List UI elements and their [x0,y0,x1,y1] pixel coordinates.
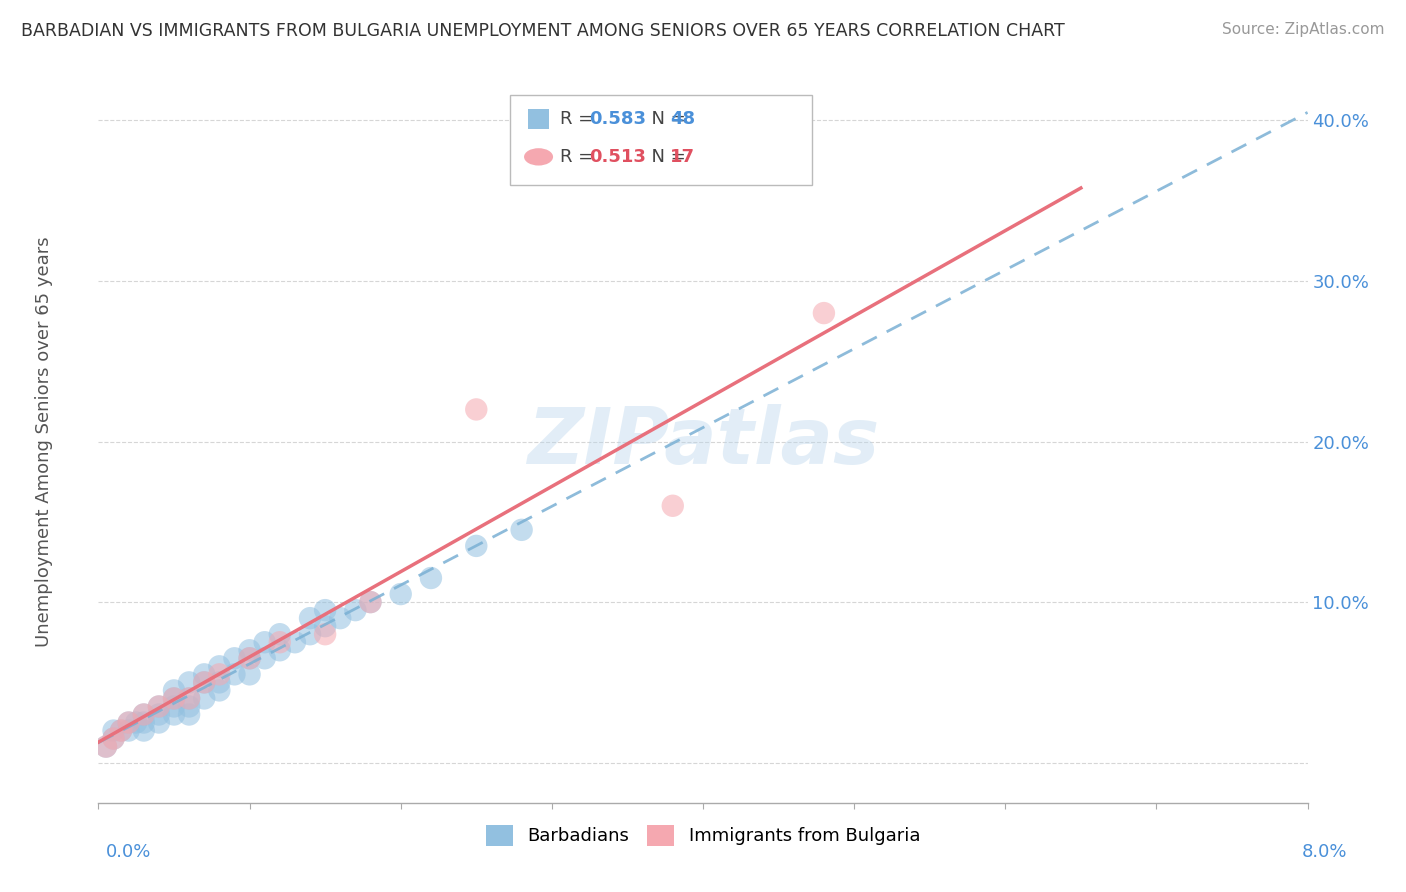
Point [125,715,148,730]
Point [284,635,307,649]
Point [132,707,155,722]
Point [299,627,322,641]
Point [163,683,186,698]
Point [179,691,201,706]
Point [360,595,382,609]
Circle shape [524,148,553,166]
Point [208,683,231,698]
Point [132,723,155,738]
Point [420,571,443,585]
Point [224,651,246,665]
Text: 0.0%: 0.0% [105,843,150,861]
Point [813,306,835,320]
Point [465,539,488,553]
Point [389,587,412,601]
Point [148,699,170,714]
Point [253,651,276,665]
Point [510,523,533,537]
Point [314,603,336,617]
Point [208,667,231,681]
Point [163,691,186,706]
Point [103,731,125,746]
Point [118,723,141,738]
Text: N =: N = [640,148,692,166]
Point [148,699,170,714]
Bar [527,109,550,129]
Point [193,667,215,681]
Point [163,691,186,706]
Point [179,691,201,706]
Point [103,723,125,738]
Point [239,643,262,657]
Point [224,667,246,681]
Point [314,619,336,633]
Point [94,739,117,754]
Text: R =: R = [561,110,599,128]
Point [253,635,276,649]
Point [661,499,683,513]
Point [110,723,132,738]
Point [179,699,201,714]
Point [193,675,215,690]
Text: Unemployment Among Seniors over 65 years: Unemployment Among Seniors over 65 years [35,236,53,647]
FancyBboxPatch shape [509,95,811,185]
Point [239,651,262,665]
Point [118,715,141,730]
Point [465,402,488,417]
Text: 48: 48 [671,110,696,128]
Point [360,595,382,609]
Text: Source: ZipAtlas.com: Source: ZipAtlas.com [1222,22,1385,37]
Point [148,715,170,730]
Point [269,635,291,649]
Point [163,699,186,714]
Point [179,675,201,690]
Text: 17: 17 [671,148,696,166]
Point [299,611,322,625]
Point [132,707,155,722]
Text: R =: R = [561,148,599,166]
Text: BARBADIAN VS IMMIGRANTS FROM BULGARIA UNEMPLOYMENT AMONG SENIORS OVER 65 YEARS C: BARBADIAN VS IMMIGRANTS FROM BULGARIA UN… [21,22,1064,40]
Point [269,627,291,641]
Point [193,691,215,706]
Point [239,651,262,665]
Point [314,627,336,641]
Text: N =: N = [640,110,692,128]
Point [239,667,262,681]
Point [148,707,170,722]
Point [208,659,231,673]
Point [179,707,201,722]
Point [94,739,117,754]
Text: 0.583: 0.583 [589,110,647,128]
Text: 8.0%: 8.0% [1302,843,1347,861]
Point [110,723,132,738]
Point [118,715,141,730]
Legend: Barbadians, Immigrants from Bulgaria: Barbadians, Immigrants from Bulgaria [478,818,928,853]
Point [344,603,367,617]
Point [163,707,186,722]
Point [329,611,352,625]
Point [193,675,215,690]
Point [269,643,291,657]
Text: ZIPatlas: ZIPatlas [527,403,879,480]
Point [103,731,125,746]
Point [208,675,231,690]
Text: 0.513: 0.513 [589,148,647,166]
Point [132,715,155,730]
